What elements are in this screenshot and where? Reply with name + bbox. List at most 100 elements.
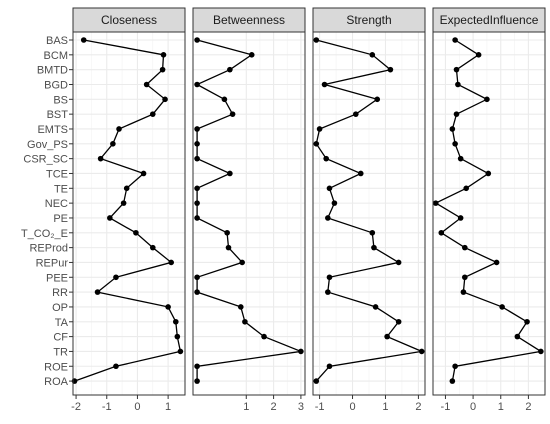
x-tick-label: -1 bbox=[102, 401, 112, 413]
data-point bbox=[298, 348, 304, 355]
data-point bbox=[149, 111, 156, 117]
data-point bbox=[227, 170, 233, 177]
data-point bbox=[248, 52, 255, 58]
series-line bbox=[315, 39, 425, 382]
data-point bbox=[463, 185, 469, 192]
data-point bbox=[194, 81, 200, 88]
data-point bbox=[165, 304, 171, 310]
data-point bbox=[174, 333, 181, 340]
data-point bbox=[484, 96, 490, 103]
panel-strip bbox=[72, 7, 186, 33]
data-point bbox=[369, 229, 376, 236]
data-point bbox=[418, 348, 425, 355]
y-tick-label: CF bbox=[53, 332, 68, 344]
data-point bbox=[194, 155, 200, 162]
panel-strength: Strength -1 0 1 2 bbox=[312, 7, 426, 413]
data-point bbox=[123, 185, 130, 192]
y-tick-label: REProd bbox=[29, 243, 68, 255]
panel-title: Betweenness bbox=[213, 13, 285, 27]
y-tick-label: RR bbox=[52, 287, 68, 299]
data-point bbox=[227, 66, 233, 73]
y-tick-label: REPur bbox=[36, 257, 69, 269]
data-point bbox=[460, 289, 467, 295]
x-tick-label: -1 bbox=[441, 401, 451, 413]
data-point bbox=[140, 170, 147, 177]
x-tick-label: 2 bbox=[271, 401, 277, 413]
y-tick-label: TE bbox=[54, 183, 68, 195]
data-point bbox=[485, 170, 492, 177]
data-point bbox=[149, 244, 156, 251]
data-point bbox=[325, 289, 331, 295]
x-tick-label: 0 bbox=[470, 401, 476, 413]
data-point bbox=[438, 229, 445, 236]
data-point bbox=[462, 274, 468, 281]
panel-border bbox=[72, 31, 186, 396]
x-tick-label: 0 bbox=[349, 401, 355, 413]
data-point bbox=[432, 200, 439, 206]
data-point bbox=[229, 111, 236, 117]
panel-closeness: Closeness -2 -1 0 1 bbox=[71, 7, 186, 413]
panel-border bbox=[432, 31, 546, 396]
data-point bbox=[194, 185, 200, 192]
y-tick-label: TR bbox=[53, 346, 68, 358]
x-tick-label: 2 bbox=[415, 401, 421, 413]
data-point bbox=[80, 37, 87, 43]
data-point bbox=[374, 96, 381, 103]
y-tick-label: EMTS bbox=[37, 124, 68, 136]
data-point bbox=[457, 215, 464, 221]
data-point bbox=[453, 111, 460, 117]
y-tick-label: BAS bbox=[46, 35, 68, 47]
data-point bbox=[493, 259, 500, 266]
x-tick-label: 0 bbox=[134, 401, 140, 413]
x-tick-label: 3 bbox=[298, 401, 304, 413]
panel-background bbox=[193, 32, 305, 395]
y-tick-label: BST bbox=[47, 109, 69, 121]
data-point bbox=[194, 274, 200, 281]
data-point bbox=[120, 200, 127, 206]
y-tick-label: TCE bbox=[46, 168, 68, 180]
data-point bbox=[452, 141, 458, 147]
x-tick-label: 1 bbox=[382, 401, 388, 413]
panel-title: ExpectedInfluence bbox=[440, 13, 539, 27]
x-tick-label: -1 bbox=[315, 401, 325, 413]
data-point bbox=[313, 37, 320, 43]
data-point bbox=[452, 37, 458, 43]
y-tick-label: OP bbox=[52, 302, 68, 314]
data-point bbox=[238, 304, 244, 310]
data-point bbox=[194, 289, 200, 295]
panel-strip bbox=[312, 7, 426, 33]
x-tick-label: 1 bbox=[243, 401, 249, 413]
data-point bbox=[369, 52, 376, 58]
data-point bbox=[331, 200, 338, 206]
data-point bbox=[313, 378, 320, 384]
y-tick-label: BS bbox=[53, 94, 68, 106]
data-point bbox=[194, 141, 200, 147]
data-point bbox=[143, 81, 150, 88]
data-point bbox=[159, 66, 166, 73]
data-point bbox=[107, 215, 113, 221]
data-point bbox=[225, 244, 232, 251]
data-point bbox=[372, 304, 379, 310]
data-point bbox=[326, 185, 333, 192]
panel-background bbox=[433, 32, 545, 395]
x-tick-label: 1 bbox=[165, 401, 171, 413]
series-line bbox=[434, 39, 543, 382]
data-point bbox=[321, 81, 328, 88]
y-tick-label: BCM bbox=[44, 50, 68, 62]
x-tick-label: 2 bbox=[525, 401, 531, 413]
x-tick-label: 1 bbox=[498, 401, 504, 413]
data-point bbox=[97, 155, 104, 162]
x-tick-label: -2 bbox=[71, 401, 81, 413]
data-point bbox=[133, 229, 139, 236]
y-tick-label: T_CO₂_E bbox=[21, 228, 68, 240]
data-point bbox=[113, 363, 119, 370]
data-point bbox=[94, 289, 101, 295]
data-point bbox=[194, 37, 200, 43]
panel-betweenness: Betweenness 1 2 3 bbox=[192, 7, 306, 413]
data-point bbox=[453, 66, 460, 73]
data-point bbox=[110, 141, 116, 147]
series-line bbox=[195, 39, 304, 382]
data-point bbox=[457, 155, 464, 162]
